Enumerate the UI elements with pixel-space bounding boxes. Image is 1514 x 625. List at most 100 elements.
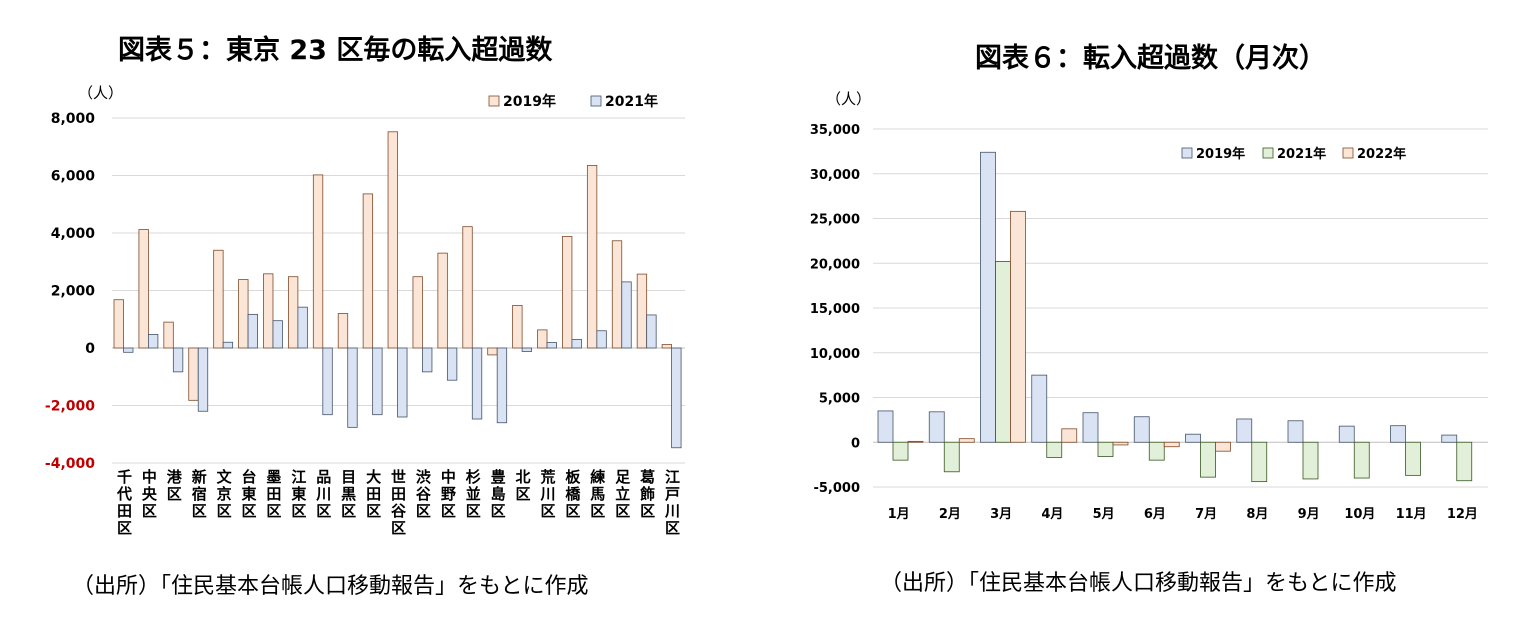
bar-2019年 xyxy=(562,236,573,349)
legend-label: 2021年 xyxy=(1277,146,1326,162)
y-tick-label: -5,000 xyxy=(813,481,860,496)
category-label: 荒川区 xyxy=(539,468,555,520)
bar-2022年 xyxy=(1061,428,1078,443)
legend-swatch xyxy=(488,95,500,107)
district-bar-chart: 8,000 6,000 4,000 2,000 0 -2,000 -4,000 千代田区中央… xyxy=(45,84,685,537)
bar-2019年 xyxy=(387,131,398,349)
chart2-unit-label: （人） xyxy=(826,90,871,108)
bar-2022年 xyxy=(958,438,975,443)
monthly-bar-chart: 35,000 30,000 25,000 20,000 15,000 10,000 5,00… xyxy=(810,90,1488,522)
category-label: 5月 xyxy=(1093,507,1115,522)
bar-2021年 xyxy=(272,320,283,349)
y-tick-label: 2,000 xyxy=(51,284,96,300)
bar-2021年 xyxy=(446,347,458,381)
bar-2019年 xyxy=(1287,420,1304,443)
chart1-legend: 2019年 2021年 xyxy=(488,93,658,110)
category-label: 台東区 xyxy=(242,468,257,520)
category-label: 新宿区 xyxy=(192,468,207,520)
category-label: 千代田区 xyxy=(116,468,132,537)
legend-swatch xyxy=(590,95,602,107)
category-label: 6月 xyxy=(1144,507,1166,522)
y-tick-label: 25,000 xyxy=(810,213,860,228)
bar-2019年 xyxy=(462,226,473,349)
chart1-title: 図表５：東京 23 区毎の転入超過数 xyxy=(118,35,553,66)
category-label: 2月 xyxy=(939,507,961,522)
chart1-y-tick-labels: 8,000 6,000 4,000 2,000 0 -2,000 -4,000 xyxy=(45,111,95,472)
bar-2019年 xyxy=(412,276,423,349)
bar-2019年 xyxy=(980,151,996,443)
bar-2019年 xyxy=(1441,434,1458,443)
category-label: 中央区 xyxy=(142,468,158,520)
bar-2019年 xyxy=(1031,374,1048,443)
chart2-bars xyxy=(877,151,1473,483)
bar-2021年 xyxy=(496,347,508,424)
bar-2021年 xyxy=(1353,441,1370,479)
bar-2022年 xyxy=(907,440,924,443)
bar-2021年 xyxy=(646,314,657,349)
category-label: 8月 xyxy=(1246,507,1268,522)
category-label: 10月 xyxy=(1344,507,1375,522)
bar-2021年 xyxy=(322,347,333,416)
y-tick-label: 20,000 xyxy=(810,257,860,272)
bar-2021年 xyxy=(892,441,909,461)
bar-2019年 xyxy=(337,313,349,349)
category-label: 北区 xyxy=(516,468,531,503)
chart1-category-labels: 千代田区中央区港区新宿区文京区台東区墨田区江東区品川区目黒区大田区世田谷区渋谷区… xyxy=(116,468,680,537)
chart2-category-labels: 1月 2月 3月 4月 5月 6月 7月 8月 9月 10月 11月 12月 xyxy=(888,507,1478,522)
category-label: 3月 xyxy=(990,507,1012,522)
category-label: 足立区 xyxy=(615,468,631,520)
bar-2022年 xyxy=(1112,441,1129,446)
y-tick-label: 0 xyxy=(85,341,95,357)
category-label: 板橋区 xyxy=(565,468,581,520)
bar-2019年 xyxy=(877,410,894,443)
category-label: 9月 xyxy=(1298,507,1320,522)
category-label: 世田谷区 xyxy=(391,468,407,537)
bar-2021年 xyxy=(1200,441,1216,478)
bar-2019年 xyxy=(437,252,448,349)
category-label: 4月 xyxy=(1041,507,1063,522)
chart1-bars xyxy=(113,131,682,449)
y-tick-label: -4,000 xyxy=(45,456,95,472)
chart1-unit-label: （人） xyxy=(78,84,123,102)
legend-swatch xyxy=(1342,147,1354,159)
y-tick-label: 5,000 xyxy=(819,392,860,407)
bar-2019年 xyxy=(362,193,374,349)
bar-2019年 xyxy=(1390,425,1406,443)
y-tick-label: 0 xyxy=(851,436,860,451)
bar-2019年 xyxy=(928,411,945,443)
bar-2021年 xyxy=(671,347,682,449)
category-label: 目黒区 xyxy=(341,468,356,520)
bar-2021年 xyxy=(1097,441,1114,457)
y-tick-label: 15,000 xyxy=(810,302,860,317)
category-label: 練馬区 xyxy=(590,468,605,520)
bar-2021年 xyxy=(422,347,433,373)
bar-2019年 xyxy=(312,174,324,349)
category-label: 渋谷区 xyxy=(416,468,432,520)
bar-2019年 xyxy=(1082,412,1099,443)
bar-2019年 xyxy=(1236,418,1253,443)
category-label: 文京区 xyxy=(217,468,233,520)
category-label: 中野区 xyxy=(441,468,456,520)
legend-swatch xyxy=(1181,147,1193,159)
bar-2019年 xyxy=(1133,416,1150,443)
bar-2021年 xyxy=(297,306,308,349)
category-label: 豊島区 xyxy=(491,468,506,520)
bar-2019年 xyxy=(138,229,149,349)
bar-2021年 xyxy=(247,313,258,349)
category-label: 12月 xyxy=(1447,507,1478,522)
bar-2021年 xyxy=(571,338,582,349)
chart2-source: （出所）「住民基本台帳人口移動報告」をもとに作成 xyxy=(880,571,1397,596)
bar-2019年 xyxy=(238,279,249,349)
bar-2021年 xyxy=(995,261,1011,443)
category-label: 11月 xyxy=(1396,507,1427,522)
bar-2021年 xyxy=(197,347,209,412)
bar-2019年 xyxy=(661,344,672,349)
legend-label: 2021年 xyxy=(605,93,658,110)
bar-2021年 xyxy=(1456,441,1473,482)
bar-2021年 xyxy=(943,441,960,473)
bar-2021年 xyxy=(172,347,184,373)
bar-2021年 xyxy=(621,281,632,349)
bar-2019年 xyxy=(586,165,598,349)
category-label: 墨田区 xyxy=(266,468,281,520)
bar-2021年 xyxy=(1148,441,1165,461)
